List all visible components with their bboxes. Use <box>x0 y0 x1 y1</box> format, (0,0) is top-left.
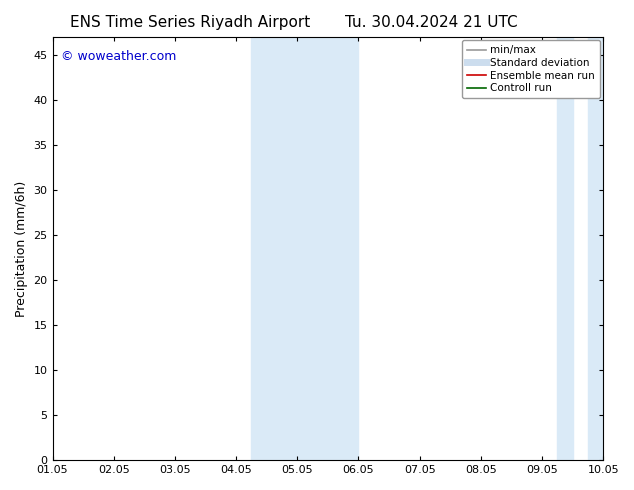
Y-axis label: Precipitation (mm/6h): Precipitation (mm/6h) <box>15 180 28 317</box>
Text: © woweather.com: © woweather.com <box>61 50 176 63</box>
Text: ENS Time Series Riyadh Airport: ENS Time Series Riyadh Airport <box>70 15 310 30</box>
Bar <box>252 37 358 460</box>
Text: Tu. 30.04.2024 21 UTC: Tu. 30.04.2024 21 UTC <box>345 15 517 30</box>
Legend: min/max, Standard deviation, Ensemble mean run, Controll run: min/max, Standard deviation, Ensemble me… <box>462 40 600 98</box>
Bar <box>557 37 573 460</box>
Bar <box>588 37 603 460</box>
